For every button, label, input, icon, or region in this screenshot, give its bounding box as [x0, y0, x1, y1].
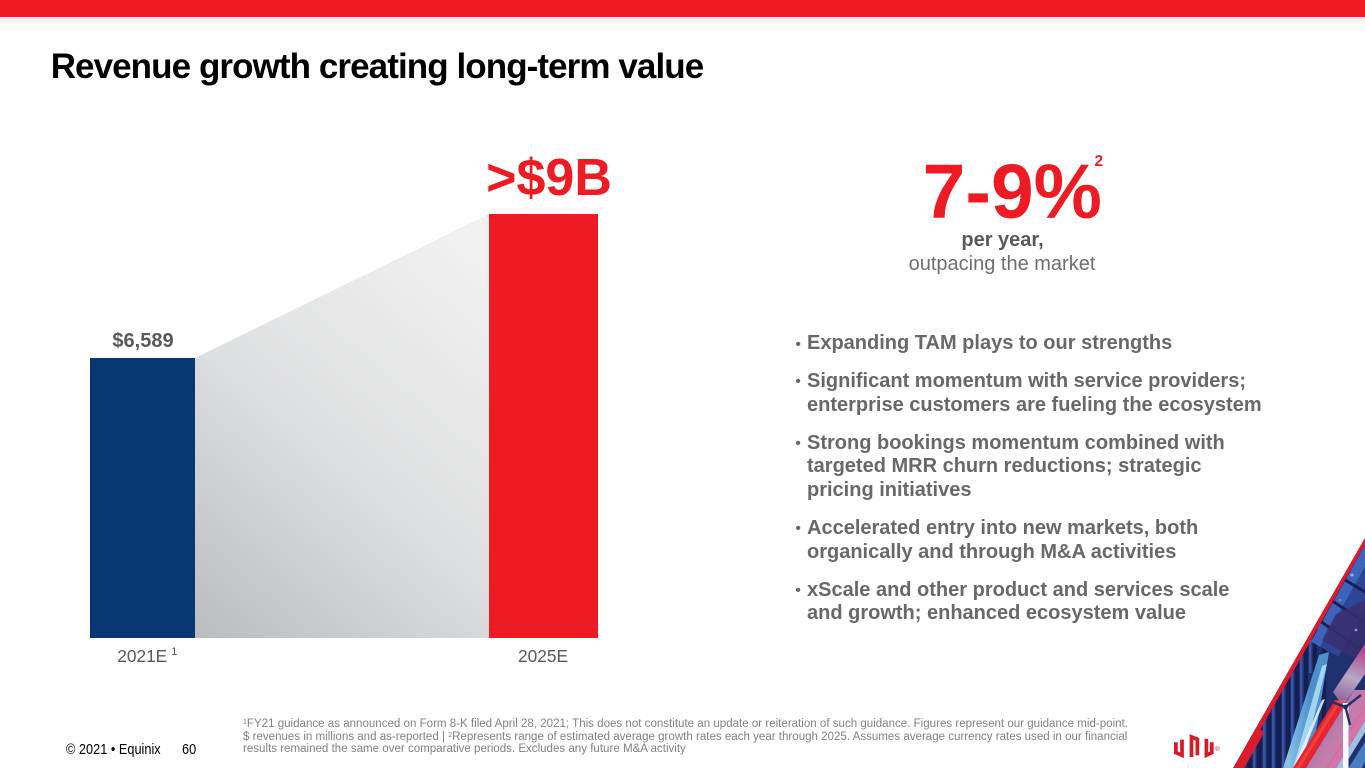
- svg-text:®: ®: [1215, 745, 1220, 753]
